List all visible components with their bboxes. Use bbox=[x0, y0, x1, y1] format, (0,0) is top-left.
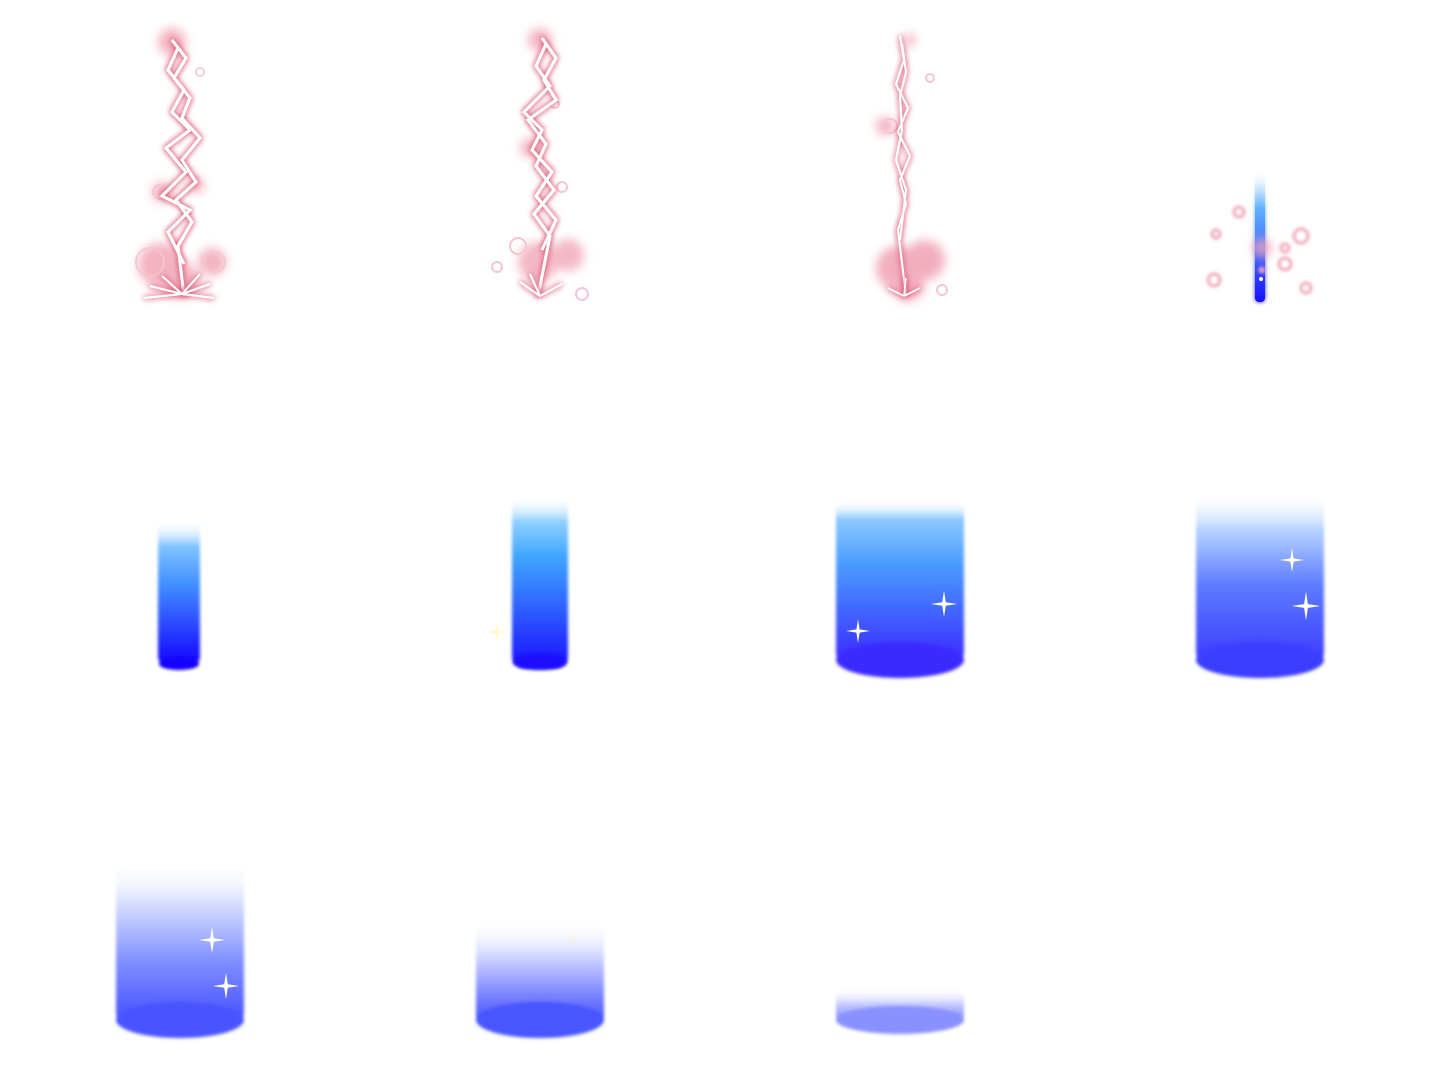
beam-pillar-icon bbox=[836, 988, 964, 1034]
frame-12-empty bbox=[1080, 720, 1440, 1080]
frame-10-beam-pillar bbox=[360, 720, 720, 1080]
lightning-bolt-icon bbox=[876, 34, 948, 301]
frame-9-beam-pillar bbox=[0, 720, 360, 1080]
beam-pillar-icon bbox=[116, 860, 244, 1038]
frame-4-beam-spark bbox=[1080, 0, 1440, 360]
beam-pillar-icon bbox=[1196, 492, 1324, 678]
beam-spark-icon bbox=[1206, 170, 1313, 302]
frame-7-beam-pillar bbox=[720, 360, 1080, 720]
beam-pillar-icon bbox=[836, 500, 964, 678]
frame-5-beam-pillar bbox=[0, 360, 360, 720]
frame-2-lightning-strike bbox=[360, 0, 720, 360]
beam-pillar-icon bbox=[476, 920, 604, 1038]
lightning-bolt-icon bbox=[491, 28, 589, 301]
beam-pillar-icon bbox=[487, 496, 568, 670]
lightning-bolt-icon bbox=[135, 28, 226, 299]
frame-3-lightning-fade bbox=[720, 0, 1080, 360]
beam-pillar-icon bbox=[131, 520, 200, 670]
frame-8-beam-pillar bbox=[1080, 360, 1440, 720]
frame-1-lightning-strike bbox=[0, 0, 360, 360]
frame-6-beam-pillar bbox=[360, 360, 720, 720]
frame-11-beam-pillar bbox=[720, 720, 1080, 1080]
